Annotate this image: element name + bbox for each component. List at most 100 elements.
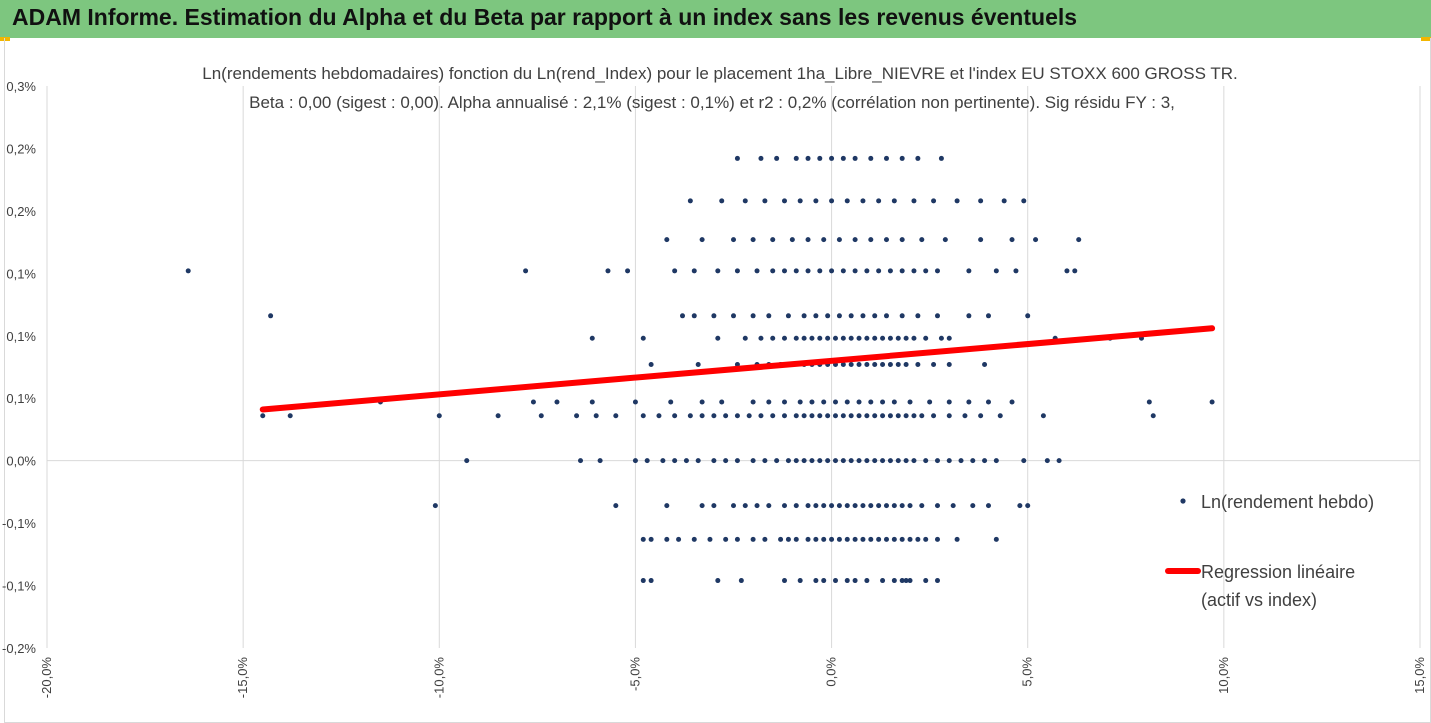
data-point [899, 237, 905, 243]
data-point [1009, 237, 1015, 243]
data-point [844, 536, 850, 542]
data-point [691, 313, 697, 319]
data-point [880, 413, 886, 419]
data-point [931, 362, 937, 368]
data-point [993, 536, 999, 542]
data-point [856, 413, 862, 419]
data-point [578, 458, 584, 464]
data-point [664, 237, 670, 243]
data-point [632, 458, 638, 464]
data-point [915, 155, 921, 161]
data-point [907, 399, 913, 405]
data-point [938, 155, 944, 161]
data-point [1001, 198, 1007, 204]
data-point [883, 155, 889, 161]
data-point [640, 413, 646, 419]
data-point [876, 268, 882, 274]
data-point [793, 503, 799, 509]
data-point [695, 362, 701, 368]
x-tick-label: 5,0% [1020, 657, 1035, 687]
data-point [766, 503, 772, 509]
data-point [899, 503, 905, 509]
data-point [985, 399, 991, 405]
data-point [781, 578, 787, 584]
data-point [840, 362, 846, 368]
data-point [832, 399, 838, 405]
data-point [923, 578, 929, 584]
data-point [781, 198, 787, 204]
data-point [915, 313, 921, 319]
data-point [978, 413, 984, 419]
data-point [687, 198, 693, 204]
data-point [891, 503, 897, 509]
data-point [613, 503, 619, 509]
x-tick-label: -5,0% [627, 657, 642, 691]
data-point [605, 268, 611, 274]
data-point [836, 503, 842, 509]
data-point [589, 335, 595, 341]
data-point [711, 503, 717, 509]
data-point [985, 313, 991, 319]
data-point [825, 313, 831, 319]
data-point [836, 536, 842, 542]
data-point [640, 578, 646, 584]
data-point [793, 268, 799, 274]
data-point [785, 313, 791, 319]
page-title: ADAM Informe. Estimation du Alpha et du … [12, 4, 1078, 30]
data-point [774, 155, 780, 161]
data-point [687, 413, 693, 419]
data-point [919, 237, 925, 243]
data-point [734, 413, 740, 419]
data-point [891, 198, 897, 204]
data-point [793, 155, 799, 161]
data-point [758, 155, 764, 161]
data-point [797, 198, 803, 204]
data-point [809, 399, 815, 405]
x-tick-label: 10,0% [1216, 657, 1231, 694]
data-point [934, 503, 940, 509]
data-point [805, 536, 811, 542]
data-point [852, 503, 858, 509]
data-point [852, 237, 858, 243]
data-point [887, 268, 893, 274]
data-point [934, 536, 940, 542]
data-point [919, 503, 925, 509]
data-point [770, 335, 776, 341]
regression-line [259, 325, 1216, 413]
data-point [1076, 237, 1082, 243]
data-point [821, 536, 827, 542]
legend-marker-scatter [1180, 498, 1186, 504]
data-point [758, 335, 764, 341]
data-point [856, 335, 862, 341]
data-point [762, 458, 768, 464]
data-point [934, 458, 940, 464]
data-point [723, 413, 729, 419]
data-point [954, 198, 960, 204]
data-point [950, 503, 956, 509]
data-point [644, 458, 650, 464]
data-point [899, 268, 905, 274]
data-point [825, 413, 831, 419]
accent-mark-right [1421, 37, 1431, 41]
data-point [734, 155, 740, 161]
data-point [848, 362, 854, 368]
data-point [903, 413, 909, 419]
data-point [523, 268, 529, 274]
data-point [923, 458, 929, 464]
data-point [695, 458, 701, 464]
data-point [711, 413, 717, 419]
data-point [801, 335, 807, 341]
data-point [809, 335, 815, 341]
data-point [707, 536, 713, 542]
data-point [632, 399, 638, 405]
data-point [895, 335, 901, 341]
data-point [723, 536, 729, 542]
data-point [813, 198, 819, 204]
data-point [895, 413, 901, 419]
data-point [829, 198, 835, 204]
data-point [895, 458, 901, 464]
data-point [852, 578, 858, 584]
data-point [876, 503, 882, 509]
data-point [958, 458, 964, 464]
data-point [593, 413, 599, 419]
